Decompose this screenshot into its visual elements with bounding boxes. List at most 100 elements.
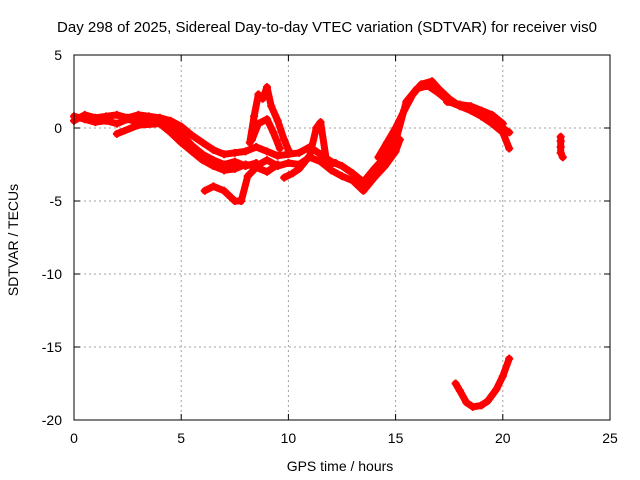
data-point <box>267 102 276 111</box>
data-point <box>252 142 261 151</box>
data-point <box>498 128 507 137</box>
data-point <box>558 153 567 162</box>
data-point <box>316 118 325 127</box>
data-point <box>241 160 250 169</box>
data-point <box>80 110 89 119</box>
x-tick-label: 0 <box>70 430 78 446</box>
data-point <box>395 135 404 144</box>
y-tick-label: -10 <box>42 266 62 282</box>
series-bottom-arc <box>451 354 514 411</box>
data-point <box>374 153 383 162</box>
data-point <box>312 124 321 132</box>
data-point <box>280 135 289 144</box>
data-point <box>455 100 464 109</box>
plot-frame <box>73 54 611 421</box>
series-trace <box>70 82 513 186</box>
data-point <box>498 119 507 128</box>
data-point <box>262 147 271 156</box>
data-point <box>134 121 143 130</box>
data-point <box>383 138 392 147</box>
data-point <box>209 182 218 191</box>
data-point <box>477 401 486 410</box>
data-point <box>262 83 271 92</box>
series-spike-8-9h <box>245 83 293 154</box>
data-point <box>91 113 100 122</box>
data-point <box>273 160 282 169</box>
data-point <box>295 148 304 157</box>
y-tick-label: 0 <box>54 120 62 136</box>
chart-title: Day 298 of 2025, Sidereal Day-to-day VTE… <box>57 19 597 36</box>
data-point <box>220 186 229 195</box>
data-point <box>505 354 514 363</box>
data-point <box>166 128 175 137</box>
series-low-dip <box>200 160 282 205</box>
data-point <box>288 169 297 178</box>
data-point <box>230 157 239 166</box>
data-point <box>112 129 121 138</box>
data-point <box>477 106 486 115</box>
data-point <box>177 129 186 138</box>
data-point <box>466 102 475 111</box>
x-axis-label: GPS time / hours <box>287 458 394 474</box>
data-point <box>331 159 340 168</box>
data-point <box>359 186 368 195</box>
data-point <box>166 116 175 125</box>
data-point <box>187 147 196 156</box>
data-point <box>338 172 346 181</box>
data-point <box>262 156 271 165</box>
axis-layer: 0 5 10 15 20 25 -20 -15 -10 -5 0 5 <box>42 47 618 446</box>
data-point <box>102 112 111 121</box>
data-point <box>322 160 331 169</box>
series-spike-8-9h-lower <box>247 115 284 153</box>
data-point <box>243 172 252 181</box>
data-point <box>247 135 256 144</box>
grid-layer <box>74 55 610 420</box>
data-point <box>443 97 452 106</box>
data-point <box>273 116 282 125</box>
data-point <box>262 115 271 124</box>
data-point <box>488 110 497 119</box>
y-tick-label: -5 <box>50 193 63 209</box>
data-point <box>380 161 389 170</box>
data-point <box>468 402 477 411</box>
x-tick-label: 10 <box>281 430 297 446</box>
data-point <box>370 173 379 182</box>
data-point <box>254 90 263 99</box>
series-trace <box>113 120 404 195</box>
data-point <box>230 148 239 157</box>
series-layer <box>70 77 567 411</box>
data-point <box>209 161 218 170</box>
data-point <box>417 80 426 89</box>
data-point <box>428 77 437 86</box>
data-point <box>250 112 259 121</box>
data-point <box>348 176 357 185</box>
series-late-isolated <box>556 132 567 162</box>
data-point <box>220 150 229 159</box>
data-point <box>273 151 282 160</box>
data-point <box>230 164 239 173</box>
x-tick-label: 20 <box>495 430 511 446</box>
data-point <box>155 119 164 128</box>
data-point <box>295 164 304 173</box>
data-point <box>391 124 400 132</box>
data-point <box>209 145 218 154</box>
x-tick-label: 5 <box>177 430 185 446</box>
data-point <box>556 148 565 157</box>
series-mid-bump-10-12h <box>280 118 340 182</box>
y-axis-label: SDTVAR / TECUs <box>5 184 21 296</box>
data-point <box>112 119 121 128</box>
data-point <box>498 372 507 381</box>
data-point <box>462 398 471 407</box>
data-point <box>483 397 492 406</box>
data-point <box>177 138 186 147</box>
x-tick-label: 25 <box>602 430 618 446</box>
series-hump-14-16h <box>374 77 514 162</box>
data-point <box>237 197 246 205</box>
data-point <box>254 119 263 128</box>
data-point <box>275 144 284 153</box>
data-point <box>488 119 497 128</box>
series-upper-late-band <box>443 97 507 128</box>
data-point <box>305 151 314 160</box>
data-point <box>451 379 460 388</box>
data-point <box>200 186 209 195</box>
